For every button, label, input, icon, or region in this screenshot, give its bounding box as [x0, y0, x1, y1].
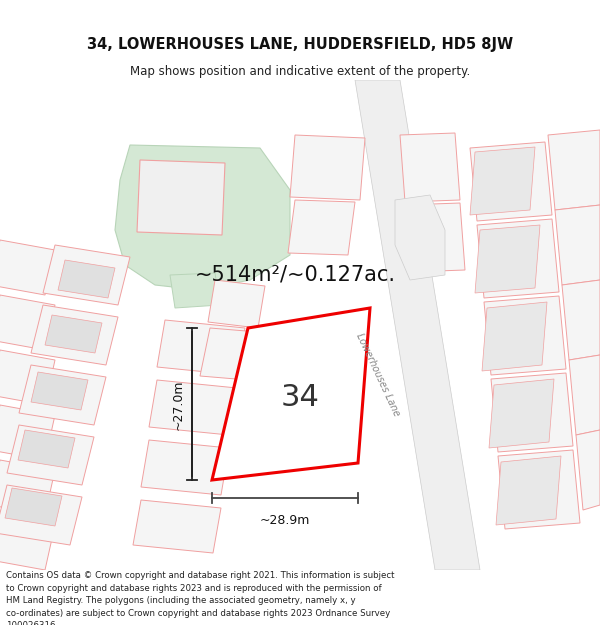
Polygon shape — [265, 323, 345, 387]
Polygon shape — [137, 160, 225, 235]
Polygon shape — [18, 430, 75, 468]
Polygon shape — [562, 280, 600, 360]
Polygon shape — [43, 245, 130, 305]
Polygon shape — [157, 320, 245, 375]
Polygon shape — [31, 372, 88, 410]
Polygon shape — [0, 485, 82, 545]
Polygon shape — [45, 315, 102, 353]
Polygon shape — [7, 425, 94, 485]
Polygon shape — [355, 80, 480, 570]
Polygon shape — [19, 365, 106, 425]
Text: Contains OS data © Crown copyright and database right 2021. This information is : Contains OS data © Crown copyright and d… — [6, 571, 395, 625]
Polygon shape — [0, 515, 55, 570]
Polygon shape — [395, 195, 445, 280]
Polygon shape — [498, 450, 580, 529]
Polygon shape — [0, 350, 55, 405]
Polygon shape — [569, 355, 600, 435]
Polygon shape — [0, 460, 55, 515]
Polygon shape — [115, 145, 290, 290]
Polygon shape — [290, 135, 365, 200]
Text: Map shows position and indicative extent of the property.: Map shows position and indicative extent… — [130, 64, 470, 78]
Polygon shape — [484, 296, 566, 375]
Polygon shape — [405, 203, 465, 272]
Polygon shape — [489, 379, 554, 448]
Polygon shape — [0, 295, 55, 350]
Polygon shape — [255, 382, 340, 448]
Polygon shape — [288, 200, 355, 255]
Polygon shape — [141, 440, 229, 495]
Polygon shape — [170, 273, 220, 308]
Text: 34: 34 — [281, 384, 319, 412]
Polygon shape — [212, 308, 370, 480]
Polygon shape — [0, 240, 55, 295]
Text: ~27.0m: ~27.0m — [172, 380, 185, 430]
Polygon shape — [496, 456, 561, 525]
Polygon shape — [31, 305, 118, 365]
Polygon shape — [555, 205, 600, 285]
Polygon shape — [208, 280, 265, 328]
Polygon shape — [400, 133, 460, 202]
Polygon shape — [470, 142, 552, 221]
Polygon shape — [475, 225, 540, 293]
Polygon shape — [149, 380, 237, 435]
Polygon shape — [200, 328, 258, 380]
Polygon shape — [491, 373, 573, 452]
Polygon shape — [576, 430, 600, 510]
Polygon shape — [58, 260, 115, 298]
Polygon shape — [5, 488, 62, 526]
Text: ~28.9m: ~28.9m — [260, 514, 310, 526]
Polygon shape — [477, 219, 559, 298]
Polygon shape — [470, 147, 535, 215]
Text: Lowerhouses Lane: Lowerhouses Lane — [355, 332, 401, 418]
Polygon shape — [133, 500, 221, 553]
Polygon shape — [0, 405, 55, 460]
Polygon shape — [548, 130, 600, 210]
Text: 34, LOWERHOUSES LANE, HUDDERSFIELD, HD5 8JW: 34, LOWERHOUSES LANE, HUDDERSFIELD, HD5 … — [87, 37, 513, 52]
Polygon shape — [482, 302, 547, 371]
Text: ~514m²/~0.127ac.: ~514m²/~0.127ac. — [194, 265, 395, 285]
